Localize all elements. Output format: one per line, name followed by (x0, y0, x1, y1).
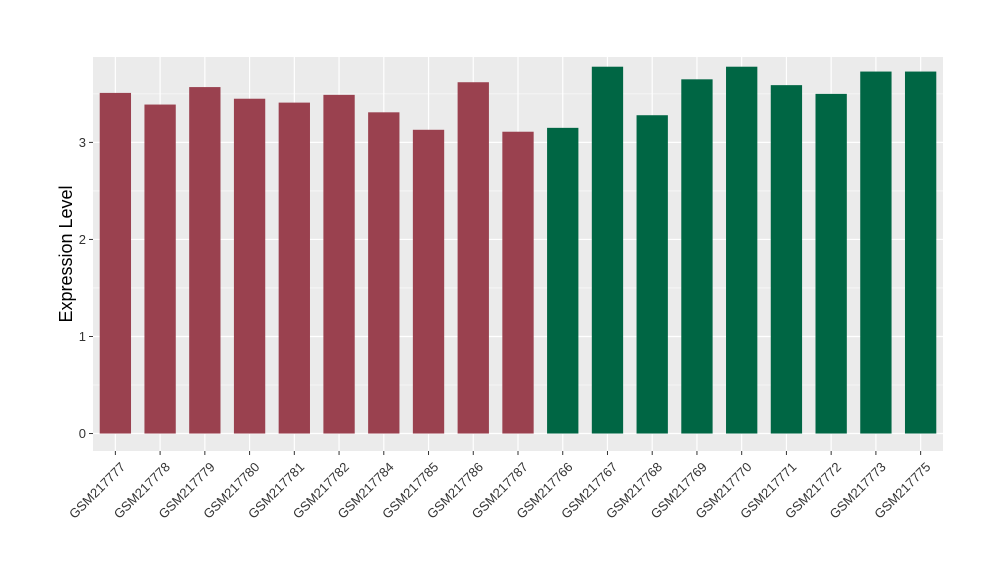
y-axis-title: Expression Level (56, 185, 76, 322)
y-axis: 0 1 2 3 (79, 135, 93, 441)
bar-GSM217769 (681, 79, 713, 434)
bar-GSM217780 (233, 98, 266, 434)
bars-group (99, 66, 937, 434)
bar-GSM217785 (412, 129, 445, 434)
bar-GSM217777 (99, 92, 132, 434)
bar-GSM217768 (636, 115, 668, 434)
bar-GSM217770 (726, 66, 758, 434)
y-tick-label: 1 (79, 329, 86, 344)
y-tick-label: 3 (79, 135, 86, 150)
bar-GSM217772 (815, 93, 847, 434)
bar-GSM217779 (189, 87, 221, 434)
bar-GSM217771 (770, 85, 803, 434)
x-axis: GSM217777GSM217778GSM217779GSM217780GSM2… (66, 451, 934, 522)
y-tick-label: 0 (79, 426, 86, 441)
bar-GSM217784 (368, 112, 400, 434)
bar-GSM217766 (547, 127, 579, 434)
y-tick-label: 2 (79, 232, 86, 247)
bar-GSM217775 (904, 71, 937, 434)
bar-GSM217787 (502, 131, 534, 434)
bar-GSM217778 (144, 104, 176, 434)
bar-GSM217767 (591, 66, 624, 434)
bar-GSM217773 (860, 71, 892, 434)
bar-GSM217781 (278, 102, 310, 434)
bar-GSM217786 (457, 82, 489, 434)
bar-GSM217782 (323, 94, 355, 434)
